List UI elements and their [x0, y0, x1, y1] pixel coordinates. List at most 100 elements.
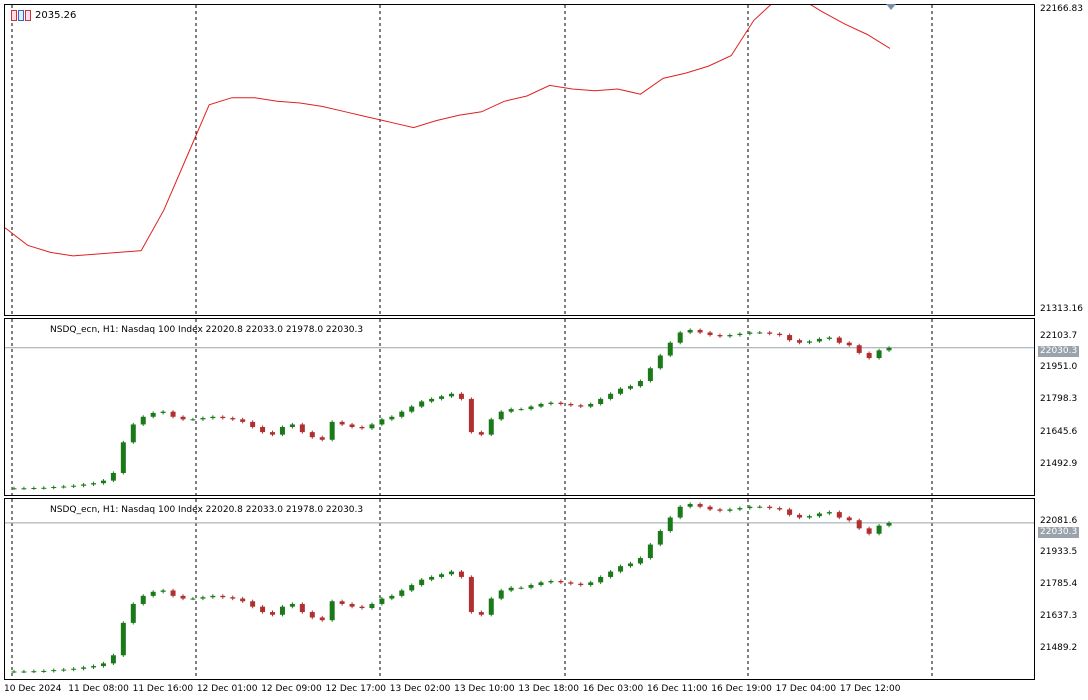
candle-body: [816, 513, 822, 517]
candle-body: [31, 671, 37, 673]
candle-body: [21, 488, 27, 490]
candle-body: [51, 487, 57, 489]
candle-body: [190, 598, 196, 600]
candle-body: [747, 506, 753, 509]
candle-body: [727, 509, 733, 511]
candle-body: [240, 598, 246, 602]
price-pane-1: NSDQ_ecn, H1: Nasdaq 100 Index 22020.8 2…: [4, 318, 1035, 496]
candle-body: [618, 566, 624, 572]
candle-body: [220, 416, 226, 419]
candle-body: [170, 411, 176, 417]
candle-body: [190, 419, 196, 421]
time-axis: 10 Dec 2024 11 Dec 08:00 11 Dec 16:00 12 De…: [0, 680, 1088, 700]
candle-body: [836, 512, 842, 518]
candle-body: [568, 404, 574, 406]
candle-body: [797, 340, 803, 343]
time-label: 11 Dec 16:00: [132, 684, 194, 694]
candle-body: [81, 667, 87, 669]
candle-body: [160, 590, 166, 592]
candle-body: [339, 421, 345, 425]
candle-body: [488, 419, 494, 435]
candle-body: [886, 522, 892, 526]
candle-body: [270, 612, 276, 615]
candle-body: [130, 603, 136, 623]
candle-body: [787, 509, 793, 515]
candle-body: [180, 595, 186, 599]
candle-body: [797, 514, 803, 518]
candle-body: [558, 581, 564, 583]
candle-body: [120, 442, 126, 473]
time-label: 11 Dec 08:00: [68, 684, 129, 694]
indicator-pane: 2035.26: [4, 4, 1035, 316]
candle-body: [558, 402, 564, 405]
candle-body: [468, 398, 474, 433]
candle-body: [647, 544, 653, 559]
candle-body: [627, 563, 633, 567]
axis-tick: 21645.6: [1040, 427, 1078, 437]
candle-body: [230, 418, 236, 420]
candle-body: [876, 525, 882, 534]
axis-tick: 21785.4: [1040, 579, 1078, 589]
candle-body: [299, 424, 305, 433]
candle-body: [150, 591, 156, 596]
candle-body: [637, 381, 643, 387]
candle-body: [747, 332, 753, 334]
candle-body: [230, 597, 236, 599]
candle-body: [210, 416, 216, 419]
candle-body: [697, 329, 703, 333]
candle-body: [647, 368, 653, 382]
candle-body: [41, 670, 47, 672]
candle-body: [518, 409, 524, 411]
candle-body: [458, 571, 464, 577]
candle-body: [419, 401, 425, 407]
candle-body: [389, 416, 395, 420]
candle-body: [309, 612, 315, 618]
indicator-axis: 22166.83 21313.16: [1036, 4, 1088, 316]
candle-body: [618, 388, 624, 394]
candle-body: [717, 335, 723, 337]
price-chart-2: [5, 499, 1034, 679]
candle-body: [856, 345, 862, 353]
candle-body: [508, 587, 514, 591]
price-axis-2: 22081.6 22030.3 21933.5 21785.4 21637.3 …: [1036, 498, 1088, 680]
axis-tick: 21951.0: [1040, 362, 1078, 372]
candle-body: [61, 669, 67, 671]
candle-body: [836, 337, 842, 343]
axis-tick: 21637.3: [1040, 611, 1078, 621]
candle-body: [81, 484, 87, 486]
candle-body: [707, 506, 713, 510]
candle-body: [449, 393, 454, 397]
symbol-label: NSDQ_ecn, H1: Nasdaq 100 Index 22020.8 2…: [50, 325, 364, 335]
candle-body: [846, 517, 852, 521]
candle-body: [180, 416, 186, 420]
candle-body: [508, 409, 514, 412]
candle-body: [588, 582, 594, 586]
axis-tick: 21313.16: [1040, 304, 1083, 314]
time-label: 13 Dec 18:00: [518, 684, 579, 694]
candle-body: [598, 398, 604, 405]
candle-body: [538, 404, 544, 407]
price-axis-1: 22103.7 22030.3 21951.0 21798.3 21645.6 …: [1036, 318, 1088, 496]
candle-body: [289, 424, 295, 427]
candle-body: [299, 603, 305, 613]
candle-body: [309, 432, 315, 438]
candle-body: [737, 333, 743, 336]
shift-marker-icon[interactable]: [886, 4, 896, 10]
candle-body: [677, 506, 683, 518]
candle-body: [767, 332, 773, 334]
indicator-chart: [5, 5, 933, 315]
candle-body: [409, 585, 415, 591]
candle-body: [667, 342, 673, 356]
candle-body: [498, 411, 504, 420]
time-label: 16 Dec 03:00: [582, 684, 644, 694]
candle-body: [657, 531, 663, 545]
axis-tick: 22103.7: [1040, 331, 1078, 341]
symbol-label: NSDQ_ecn, H1: Nasdaq 100 Index 22020.8 2…: [50, 505, 364, 515]
candle-body: [210, 595, 216, 598]
candle-body: [886, 347, 892, 351]
candle-body: [826, 337, 832, 339]
candle-body: [339, 601, 345, 604]
time-label: 12 Dec 17:00: [325, 684, 387, 694]
candle-body: [876, 350, 882, 359]
candle-body: [51, 670, 57, 672]
